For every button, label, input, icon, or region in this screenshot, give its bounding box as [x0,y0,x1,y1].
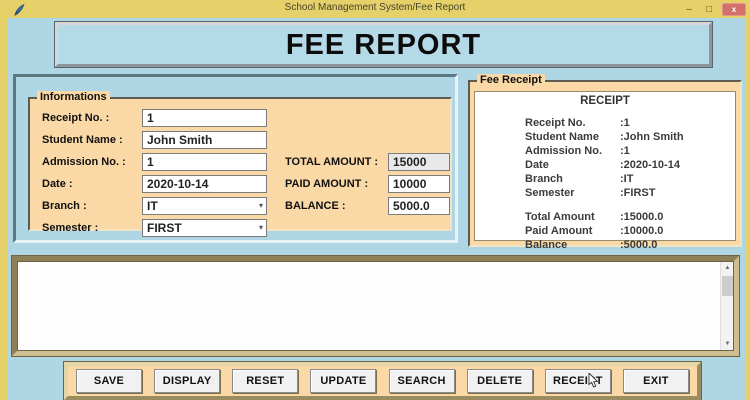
exit-button[interactable]: EXIT [622,369,689,393]
close-icon[interactable]: x [722,2,746,16]
receipt-row: Semester:FIRST [525,187,656,199]
semester-combobox[interactable]: FIRST ▾ [142,219,267,237]
chevron-down-icon: ▾ [258,201,263,210]
window-controls: – □ x [682,0,746,18]
receipt-row: Paid Amount:10000.0 [525,225,664,237]
window-title: School Management System/Fee Report [284,2,466,13]
date-input[interactable] [142,175,267,193]
action-button-bar: SAVE DISPLAY RESET UPDATE SEARCH DELETE … [63,361,702,400]
records-textarea-box: ▲ ▼ [11,255,740,357]
fee-receipt-frame: Fee Receipt RECEIPT Receipt No.:1 Studen… [468,74,742,251]
date-label: Date : [42,178,73,190]
branch-combobox[interactable]: IT ▾ [142,197,267,215]
chevron-down-icon: ▾ [258,223,263,232]
page-title: FEE REPORT [285,29,482,61]
branch-value: IT [147,199,158,213]
receipt-no-input[interactable] [142,109,267,127]
search-button[interactable]: SEARCH [388,369,455,393]
receipt-no-label: Receipt No. : [42,112,110,124]
student-name-input[interactable] [142,131,267,149]
receipt-display: RECEIPT Receipt No.:1 Student Name:John … [474,91,736,251]
informations-frame: Informations Receipt No. : Student Name … [28,91,452,237]
semester-value: FIRST [147,221,182,235]
informations-legend: Informations [37,91,110,104]
receipt-row: Total Amount:15000.0 [525,211,664,223]
delete-button[interactable]: DELETE [466,369,533,393]
save-button[interactable]: SAVE [76,369,142,393]
titlebar: School Management System/Fee Report – □ … [0,0,750,18]
scrollbar-thumb[interactable] [722,276,733,296]
vertical-scrollbar[interactable]: ▲ ▼ [720,262,733,350]
fee-receipt-legend: Fee Receipt [477,74,545,87]
reset-button[interactable]: RESET [232,369,299,393]
balance-input[interactable] [388,197,450,215]
receipt-row: Admission No.:1 [525,145,630,157]
feather-app-icon [13,3,25,16]
total-amount-label: TOTAL AMOUNT : [285,156,379,168]
admission-no-label: Admission No. : [42,156,126,168]
branch-label: Branch : [42,200,87,212]
receipt-rows: Receipt No.:1 Student Name:John Smith Ad… [525,116,684,200]
receipt-row: Student Name:John Smith [525,131,684,143]
student-name-label: Student Name : [42,134,123,146]
scroll-up-icon[interactable]: ▲ [724,265,731,271]
paid-amount-input[interactable] [388,175,450,193]
total-amount-input[interactable] [388,153,450,171]
window-frame-right [746,18,750,400]
mouse-cursor-icon [588,371,600,393]
scroll-down-icon[interactable]: ▼ [724,341,731,347]
semester-label: Semester : [42,222,99,234]
receipt-button[interactable]: RECEIPT [544,369,611,393]
maximize-icon[interactable]: □ [705,3,713,15]
page-title-box: FEE REPORT [54,21,713,68]
minimize-icon[interactable]: – [686,3,692,15]
receipt-title: RECEIPT [580,95,630,107]
records-textarea[interactable] [18,262,720,350]
receipt-row: Balance:5000.0 [525,239,658,251]
update-button[interactable]: UPDATE [310,369,377,393]
receipt-totals: Total Amount:15000.0 Paid Amount:10000.0… [525,210,663,252]
display-button[interactable]: DISPLAY [154,369,221,393]
paid-amount-label: PAID AMOUNT : [285,178,369,190]
receipt-row: Receipt No.:1 [525,117,630,129]
window-frame-left [0,18,7,400]
receipt-row: Branch:IT [525,173,634,185]
receipt-row: Date:2020-10-14 [525,159,680,171]
balance-label: BALANCE : [285,200,346,212]
admission-no-input[interactable] [142,153,267,171]
form-container: Informations Receipt No. : Student Name … [13,74,458,243]
